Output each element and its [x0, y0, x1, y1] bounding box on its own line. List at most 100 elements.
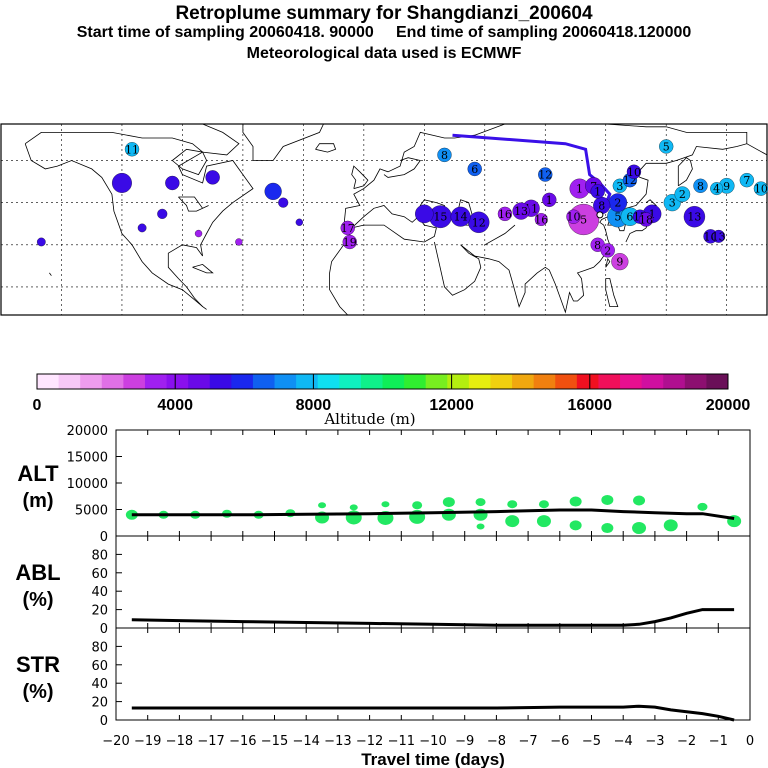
y-tick-label: 20	[91, 696, 108, 711]
plume-point	[710, 182, 724, 196]
alt-point	[412, 501, 423, 510]
plume-point	[512, 202, 530, 220]
plume-point	[264, 182, 282, 200]
x-tick-label: −15	[261, 734, 288, 749]
alt-point	[601, 523, 614, 534]
plume-point	[542, 192, 557, 207]
colorbar-cell	[468, 374, 491, 389]
colorbar-cell	[425, 374, 448, 389]
plume-point-label: 1	[576, 183, 583, 196]
alt-point	[476, 523, 485, 530]
y-tick-label: 15000	[67, 451, 108, 466]
plume-point-label: 10	[754, 183, 768, 196]
x-tick-label: −8	[487, 734, 506, 749]
colorbar-cell	[188, 374, 211, 389]
y-tick-label: 0	[100, 714, 108, 729]
altitude-colorbar: 0 4000 8000 12000 16000 20000 Altitude (m)	[33, 373, 751, 428]
colorbar-cell	[641, 374, 664, 389]
plume-point-label: 12	[472, 216, 486, 229]
x-tick-label: −2	[677, 734, 696, 749]
alt-point	[536, 515, 551, 528]
x-tick-label: −11	[388, 734, 415, 749]
alt-point	[569, 520, 582, 531]
plume-point	[674, 186, 691, 203]
plume-point-label: 1	[546, 194, 553, 207]
plume-point	[235, 238, 243, 246]
coastline-segment	[605, 257, 611, 268]
plume-point-label: 5	[614, 211, 621, 224]
plume-point-label: 10	[627, 166, 641, 179]
colorbar-cell	[684, 374, 707, 389]
coastline-segment	[484, 224, 516, 246]
coastline-segment	[343, 123, 506, 228]
plume-point-label: 9	[723, 180, 730, 193]
colorbar-cell	[317, 374, 340, 389]
plume-point-label: 18	[639, 214, 653, 227]
coastline-segment	[605, 278, 619, 307]
panel-ylabel: (%)	[22, 681, 53, 703]
trajectory-line	[452, 133, 612, 215]
colorbar-tick-label: 20000	[706, 397, 751, 414]
colorbar-cell	[706, 374, 729, 389]
plume-point-label: 9	[616, 256, 623, 269]
colorbar-cell	[576, 374, 599, 389]
plume-point-label: 10	[566, 211, 580, 224]
plume-point-label: 16	[534, 214, 548, 227]
coastline-segment	[49, 272, 52, 276]
trajectory-path	[452, 133, 612, 215]
plume-point-label: 8	[594, 239, 601, 252]
y-tick-label: 0	[100, 530, 108, 545]
plume-point	[165, 175, 180, 191]
alt-point	[318, 502, 327, 509]
plume-point	[590, 184, 605, 199]
colorbar-cell	[296, 374, 319, 389]
alt-point	[349, 504, 358, 511]
plume-point-label: 11	[125, 143, 139, 156]
plume-point-label: 13	[687, 211, 701, 224]
coastline-segment	[677, 157, 693, 187]
x-tick-label: −19	[134, 734, 161, 749]
plume-point	[415, 204, 434, 224]
plume-point	[194, 229, 203, 238]
coastline-segment	[202, 123, 240, 156]
x-tick-label: −9	[455, 734, 474, 749]
plume-point-label: 14	[454, 211, 468, 224]
x-axis-label: Travel time (days)	[361, 750, 505, 768]
x-tick-label: −17	[197, 734, 224, 749]
panel-ylabel: STR	[16, 652, 60, 677]
x-tick-label: −3	[645, 734, 664, 749]
colorbar-cell	[490, 374, 513, 389]
plume-point-label: 8	[697, 180, 704, 193]
colorbar-label: Altitude (m)	[323, 410, 415, 428]
colorbar-ticks: 0 4000 8000 12000 16000 20000	[33, 374, 751, 414]
coastline-segment	[315, 143, 337, 153]
colorbar-cell	[533, 374, 556, 389]
station-marker	[596, 211, 604, 219]
x-tick-label: −20	[102, 734, 129, 749]
plume-point	[638, 212, 654, 227]
panel-ylabel: (m)	[22, 490, 53, 512]
plume-points: 5155131211426178391113291186125131210171…	[36, 139, 768, 271]
y-tick-label: 80	[91, 640, 108, 655]
x-tick-label: 0	[746, 734, 754, 749]
colorbar-cell	[231, 374, 254, 389]
coastline-segment	[24, 132, 254, 310]
plume-point-label: 2	[614, 197, 621, 210]
colorbar-cell	[512, 374, 535, 389]
coastline-segment	[178, 196, 209, 212]
x-tick-label: −16	[229, 734, 256, 749]
colorbar-tick-label: 0	[33, 397, 42, 414]
colorbar-tick-label: 4000	[157, 397, 193, 414]
panel-alt: 0 5000 10000 15000 20000 ALT (m)	[17, 424, 751, 545]
colorbar-cell	[58, 374, 81, 389]
plume-point	[683, 206, 706, 228]
plume-point	[295, 218, 303, 226]
plume-point-label: 3	[616, 180, 623, 193]
plume-point-label: 17	[341, 222, 355, 235]
plume-point-label: 5	[663, 140, 670, 153]
coastline-segment	[434, 123, 748, 314]
colorbar-cell	[598, 374, 621, 389]
coastline-segment	[242, 123, 325, 161]
plume-point-label: 19	[343, 236, 357, 249]
